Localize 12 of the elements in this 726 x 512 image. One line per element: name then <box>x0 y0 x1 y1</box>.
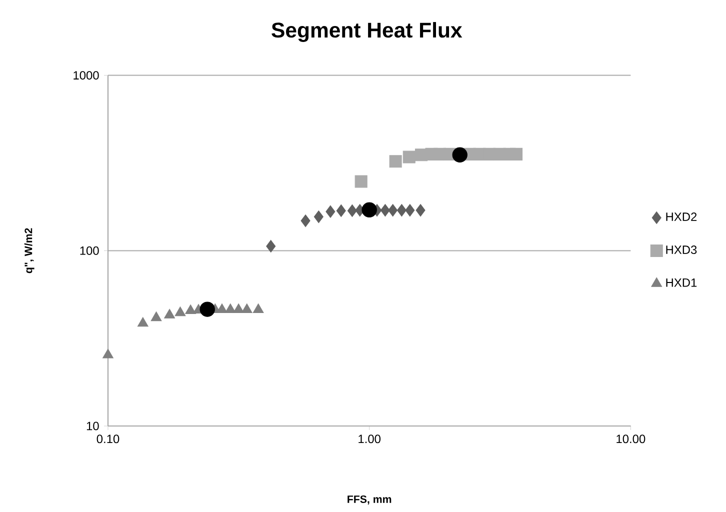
y-tick-label: 1000 <box>74 71 99 80</box>
legend-label: HXD1 <box>666 278 697 287</box>
chart-title: Segment Heat Flux <box>272 22 462 42</box>
x-tick-label: 1.00 <box>358 434 381 444</box>
x-tick-label: 10.00 <box>616 434 646 444</box>
x-axis-title: FFS, mm <box>348 495 392 505</box>
y-axis-title: q", W/m2 <box>24 228 34 274</box>
legend-label: HXD2 <box>666 212 697 221</box>
y-tick-label: 10 <box>86 422 99 430</box>
x-tick-label: 0.10 <box>96 434 120 444</box>
y-tick-label: 100 <box>80 246 99 255</box>
legend-label: HXD3 <box>666 246 697 254</box>
